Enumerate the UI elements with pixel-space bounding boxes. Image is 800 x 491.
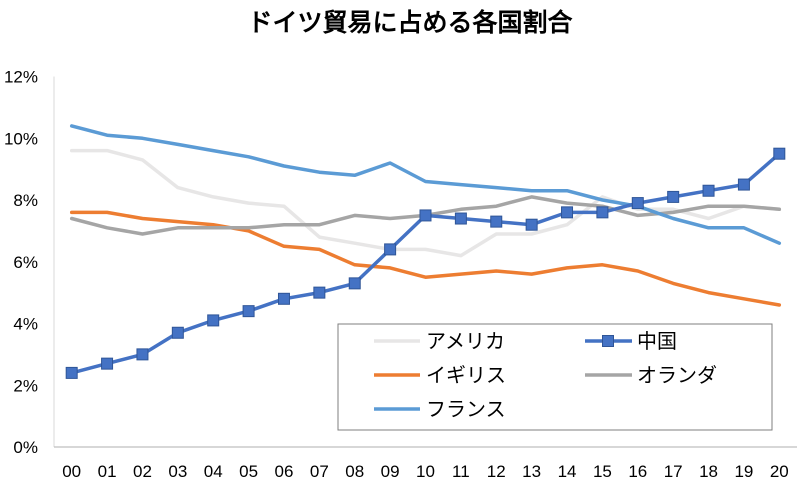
y-tick-label: 2%: [13, 376, 38, 395]
legend: アメリカ 中国 イギリス オランダ フランス: [337, 323, 773, 431]
x-tick-label: 11: [452, 462, 470, 481]
x-tick-label: 09: [381, 462, 400, 481]
series-0: [69, 148, 782, 258]
legend-item-france: フランス: [374, 397, 506, 421]
y-tick-label: 0%: [13, 438, 38, 457]
y-tick-label: 12%: [4, 68, 38, 87]
x-tick-label: 04: [204, 462, 223, 481]
data-point: [702, 184, 715, 197]
x-tick-label: 15: [593, 462, 612, 481]
legend-item-china: 中国: [585, 329, 677, 353]
y-tick-label: 6%: [13, 253, 38, 272]
data-point: [136, 348, 149, 361]
chart-title: ドイツ貿易に占める各国割合: [247, 8, 573, 37]
x-tick-label: 18: [699, 462, 718, 481]
x-tick-label: 19: [734, 462, 753, 481]
data-point: [773, 147, 786, 160]
data-point: [454, 212, 467, 225]
x-tick-label: 10: [416, 462, 435, 481]
series-1: [65, 147, 786, 379]
data-point: [348, 277, 361, 290]
x-tick-label: 12: [487, 462, 506, 481]
legend-label-china: 中国: [637, 329, 677, 353]
series-group: [65, 124, 786, 379]
data-point: [525, 218, 538, 231]
legend-label-france: フランス: [426, 397, 506, 421]
data-point: [65, 366, 78, 379]
series-4: [69, 124, 782, 245]
data-point: [101, 357, 114, 370]
axes: [53, 76, 797, 448]
data-point: [277, 292, 290, 305]
y-tick-label: 10%: [4, 129, 38, 148]
data-point: [419, 209, 432, 222]
legend-label-netherlands: オランダ: [637, 363, 717, 387]
x-tick-label: 08: [345, 462, 364, 481]
x-tick-label: 06: [275, 462, 294, 481]
legend-label-america: アメリカ: [426, 329, 505, 353]
series-2: [69, 210, 782, 307]
data-point: [384, 243, 397, 256]
x-tick-label: 13: [522, 462, 541, 481]
legend-item-netherlands: オランダ: [585, 363, 717, 387]
x-tick-labels: 00 01 02 03 04 05 06 07 08 09 10 11 12 13 14 15 16 17 18 19…: [62, 462, 789, 481]
legend-item-uk: イギリス: [374, 363, 506, 387]
y-tick-labels: 0% 2% 4% 6% 8% 10% 12%: [4, 68, 38, 458]
x-tick-label: 05: [239, 462, 258, 481]
x-tick-label: 07: [310, 462, 329, 481]
data-point: [561, 206, 574, 219]
data-point: [242, 305, 255, 318]
data-point: [737, 178, 750, 191]
x-tick-label: 20: [770, 462, 789, 481]
x-tick-label: 17: [664, 462, 683, 481]
y-tick-label: 4%: [13, 315, 38, 334]
series-line: [69, 210, 782, 307]
x-tick-label: 01: [98, 462, 117, 481]
data-point: [207, 314, 220, 327]
data-point: [596, 206, 609, 219]
legend-marker-china: [602, 335, 614, 347]
data-point: [313, 286, 326, 299]
y-tick-label: 8%: [13, 191, 38, 210]
data-point: [667, 190, 680, 203]
data-point: [490, 215, 503, 228]
x-tick-label: 14: [558, 462, 577, 481]
data-point: [171, 326, 184, 339]
x-tick-label: 03: [168, 462, 187, 481]
legend-item-america: アメリカ: [374, 329, 505, 353]
x-tick-label: 02: [133, 462, 152, 481]
data-point: [631, 197, 644, 210]
legend-label-uk: イギリス: [426, 363, 506, 387]
x-tick-label: 16: [628, 462, 647, 481]
series-line: [69, 124, 782, 245]
series-line: [69, 148, 782, 258]
x-tick-label: 00: [62, 462, 81, 481]
